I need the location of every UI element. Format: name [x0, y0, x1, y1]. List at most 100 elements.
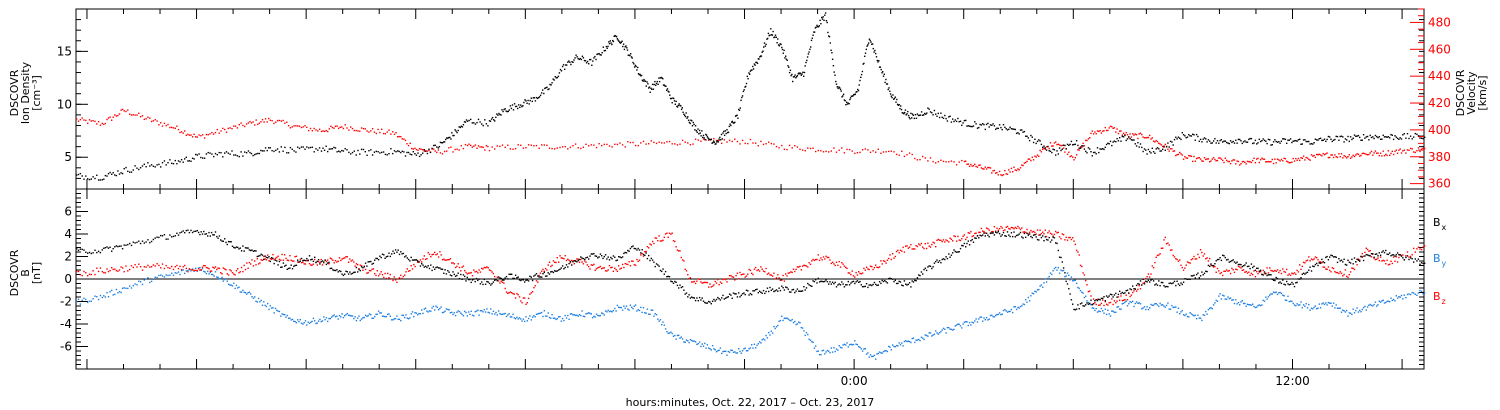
bx-point — [798, 290, 800, 292]
by-point — [222, 280, 224, 282]
by-point — [1224, 298, 1226, 300]
ion-density-point — [737, 117, 739, 119]
ion-density-point — [458, 126, 460, 128]
velocity-point — [924, 157, 926, 159]
velocity-point — [322, 130, 324, 132]
bz-point — [229, 269, 231, 271]
by-point — [1256, 306, 1258, 308]
bx-point — [938, 260, 941, 262]
bz-point — [761, 268, 763, 270]
bz-point — [1014, 226, 1016, 229]
ion-density-point — [699, 132, 701, 134]
by-point — [1278, 292, 1280, 294]
bz-point — [208, 268, 210, 270]
by-point — [764, 339, 766, 341]
ion-density-point — [1244, 140, 1246, 142]
ion-density-point — [896, 98, 898, 101]
by-point — [1159, 302, 1161, 305]
by-point — [852, 343, 855, 346]
by-point — [1319, 307, 1322, 309]
velocity-point — [1326, 152, 1328, 154]
bz-point — [820, 257, 822, 259]
velocity-point — [123, 110, 125, 112]
by-point — [494, 313, 496, 315]
by-point — [1168, 308, 1170, 310]
bottom-panel-x-tick-label: 12:00 — [1275, 374, 1310, 388]
velocity-point — [263, 121, 265, 123]
by-point — [735, 352, 737, 354]
bx-point — [411, 259, 414, 261]
bz-point — [410, 265, 412, 267]
by-point — [1373, 303, 1375, 306]
bz-point — [90, 273, 92, 276]
bz-point — [514, 297, 517, 299]
velocity-point — [79, 119, 82, 121]
by-point — [143, 279, 145, 281]
bz-point — [423, 255, 425, 257]
velocity-point — [1119, 130, 1121, 132]
by-point — [612, 309, 615, 312]
ion-density-point — [165, 164, 167, 166]
by-point — [839, 346, 842, 349]
bz-point — [1340, 272, 1343, 274]
ion-density-point — [1064, 144, 1066, 147]
bz-point — [1210, 264, 1212, 266]
ion-density-point — [596, 53, 598, 56]
ion-density-point — [724, 130, 727, 132]
velocity-point — [574, 143, 577, 145]
velocity-point — [1095, 133, 1097, 135]
ion-density-point — [666, 89, 668, 91]
bx-point — [242, 245, 244, 247]
ion-density-point — [1156, 147, 1159, 149]
by-point — [1419, 289, 1421, 292]
ion-density-point — [184, 158, 186, 160]
bx-point — [915, 280, 917, 282]
bx-point — [282, 262, 285, 264]
bx-point — [751, 293, 753, 296]
bx-point — [239, 247, 241, 249]
ion-density-point — [784, 57, 786, 59]
ion-density-point — [713, 141, 716, 143]
ion-density-point — [988, 126, 990, 128]
velocity-point — [1111, 126, 1113, 128]
bz-point — [1365, 247, 1367, 249]
bz-point — [610, 267, 612, 269]
velocity-point — [353, 129, 355, 132]
ion-density-point — [908, 116, 910, 119]
bz-point — [1385, 263, 1387, 265]
ion-density-point — [979, 123, 981, 126]
by-point — [452, 313, 454, 316]
bx-point — [312, 260, 315, 262]
ion-density-point — [1248, 138, 1250, 141]
bx-point — [953, 249, 955, 251]
velocity-point — [825, 150, 827, 153]
velocity-point — [233, 125, 235, 127]
bx-point — [867, 286, 869, 289]
velocity-point — [538, 147, 540, 149]
bz-point — [1250, 272, 1253, 275]
ion-density-point — [1383, 136, 1386, 138]
ion-density-point — [910, 112, 912, 115]
bz-point — [1092, 298, 1095, 300]
ion-density-point — [648, 87, 650, 89]
bz-point — [728, 275, 731, 277]
bz-point — [659, 240, 662, 242]
velocity-point — [278, 119, 281, 122]
ion-density-point — [753, 63, 756, 65]
by-point — [1346, 309, 1348, 312]
by-point — [267, 302, 269, 305]
velocity-point — [1223, 161, 1225, 164]
velocity-point — [436, 151, 438, 154]
ion-density-point — [1099, 148, 1101, 150]
by-point — [747, 350, 749, 352]
by-point — [922, 337, 924, 339]
bx-point — [358, 268, 360, 271]
velocity-point — [637, 144, 639, 147]
by-point — [944, 328, 946, 330]
bz-point — [385, 277, 388, 280]
bz-point — [217, 267, 219, 269]
velocity-point — [807, 147, 809, 149]
by-point — [1091, 307, 1093, 309]
bz-point — [935, 246, 937, 248]
velocity-point — [454, 148, 456, 151]
